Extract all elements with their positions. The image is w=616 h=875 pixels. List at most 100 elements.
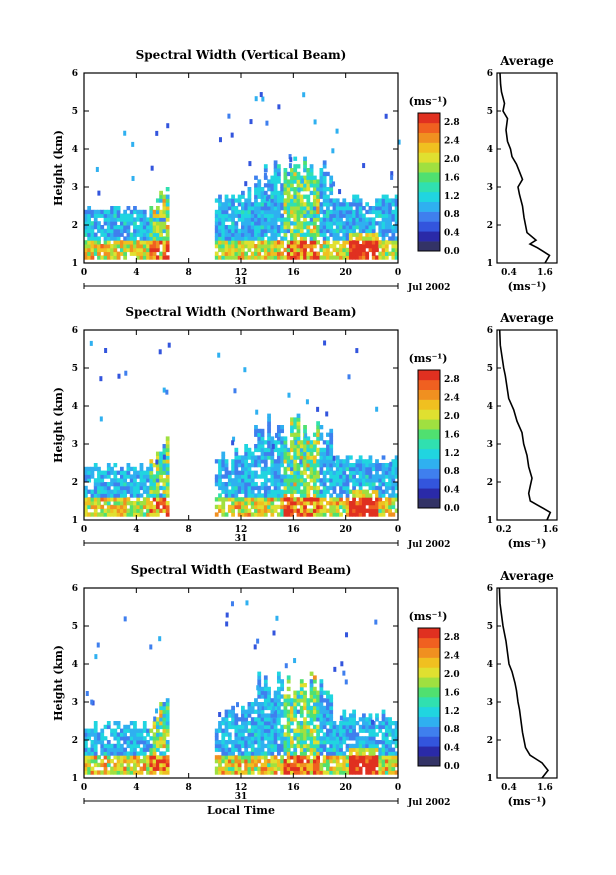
heatmap-cell — [378, 747, 383, 752]
heatmap-cell — [263, 255, 268, 260]
heatmap-cell — [362, 489, 366, 494]
heatmap-cell — [87, 759, 92, 764]
heatmap-cell — [231, 251, 235, 256]
heatmap-cell — [263, 497, 268, 502]
heatmap-cell — [326, 217, 330, 222]
heatmap-cell — [326, 444, 330, 450]
heatmap-cell — [221, 732, 226, 737]
heatmap-cell — [113, 770, 118, 775]
heatmap-cell — [218, 217, 222, 222]
heatmap-cell — [286, 717, 291, 722]
heatmap-cell — [290, 440, 294, 445]
heatmap-cell — [368, 493, 373, 498]
heatmap-cell — [319, 432, 324, 437]
heatmap-cell — [90, 759, 95, 764]
heatmap-cell — [237, 470, 242, 475]
heatmap-cell — [241, 482, 245, 487]
heatmap-cell — [326, 728, 330, 733]
heatmap-cell — [106, 482, 111, 487]
heatmap-cell — [322, 698, 327, 703]
heatmap-cell — [319, 190, 324, 196]
heatmap-cell — [384, 489, 389, 494]
heatmap-cell — [133, 493, 137, 498]
heatmap-cell — [394, 497, 399, 502]
heatmap-cell — [316, 470, 320, 475]
heatmap-cell — [263, 217, 268, 222]
heatmap-cell — [260, 751, 265, 756]
heatmap-cell — [299, 508, 304, 513]
heatmap-cell — [237, 251, 242, 256]
heatmap-cell — [263, 683, 268, 688]
heatmap-cell — [332, 504, 337, 510]
heatmap-cell — [290, 175, 294, 180]
heatmap-cell — [221, 759, 226, 764]
heatmap-cell — [375, 406, 379, 412]
heatmap-cell — [312, 743, 317, 749]
heatmap-cell — [155, 130, 159, 136]
heatmap-cell — [384, 747, 389, 752]
heatmap-cell — [306, 755, 311, 760]
heatmap-cell — [309, 759, 314, 764]
heatmap-cell — [306, 198, 311, 203]
heatmap-cell — [368, 232, 373, 237]
heatmap-cell — [263, 455, 268, 460]
heatmap-cell — [250, 240, 255, 245]
heatmap-cell — [231, 751, 235, 756]
heatmap-cell — [250, 217, 255, 222]
heatmap-cell — [355, 244, 360, 249]
heatmap-cell — [329, 213, 334, 218]
heatmap-cell — [231, 759, 235, 764]
heatmap-cell — [250, 470, 255, 475]
heatmap-cell — [293, 455, 298, 460]
heatmap-cell — [299, 747, 304, 752]
heatmap-cell — [290, 713, 294, 718]
heatmap-cell — [162, 721, 167, 726]
heatmap-cell — [90, 699, 94, 705]
heatmap-cell — [309, 447, 314, 453]
heatmap-cell — [247, 217, 252, 222]
heatmap-cell — [394, 770, 399, 775]
heatmap-cell — [290, 702, 294, 707]
heatmap-cell — [394, 244, 399, 249]
average-profile-line — [498, 587, 550, 779]
heatmap-cell — [100, 493, 105, 498]
heatmap-cell — [136, 508, 141, 513]
heatmap-cell — [358, 455, 363, 460]
heatmap-cell — [362, 213, 366, 218]
heatmap-cell — [267, 736, 271, 741]
heatmap-cell — [165, 194, 170, 199]
heatmap-cell — [113, 485, 118, 491]
heatmap-cell — [234, 736, 239, 741]
heatmap-cell — [332, 489, 337, 494]
heatmap-cell — [296, 497, 301, 502]
heatmap-cell — [267, 255, 271, 260]
heatmap-cell — [267, 444, 271, 449]
heatmap-cell — [267, 728, 271, 733]
heatmap-cell — [384, 721, 389, 726]
heatmap-cell — [84, 759, 88, 764]
heatmap-cell — [146, 251, 150, 256]
heatmap-cell — [227, 747, 232, 752]
heatmap-cell — [87, 504, 92, 510]
colorbar-tick-label: 0.0 — [444, 247, 460, 257]
heatmap-cell — [290, 474, 294, 479]
heatmap-cell — [254, 717, 258, 722]
heatmap-cell — [97, 244, 101, 249]
heatmap-cell — [306, 187, 311, 192]
heatmap-cell — [384, 225, 389, 230]
heatmap-cell — [293, 658, 297, 664]
heatmap-cell — [165, 493, 170, 498]
heatmap-cell — [312, 251, 317, 256]
heatmap-cell — [146, 501, 150, 506]
heatmap-cell — [335, 251, 340, 256]
heatmap-cell — [283, 187, 288, 192]
heatmap-cell — [84, 732, 88, 737]
heatmap-cell — [299, 504, 304, 510]
heatmap-cell — [214, 228, 219, 234]
heatmap-cell — [365, 240, 370, 245]
heatmap-cell — [375, 489, 379, 494]
heatmap-cell — [254, 747, 258, 752]
heatmap-cell — [312, 217, 317, 222]
heatmap-cell — [106, 508, 111, 513]
heatmap-cell — [280, 194, 285, 199]
